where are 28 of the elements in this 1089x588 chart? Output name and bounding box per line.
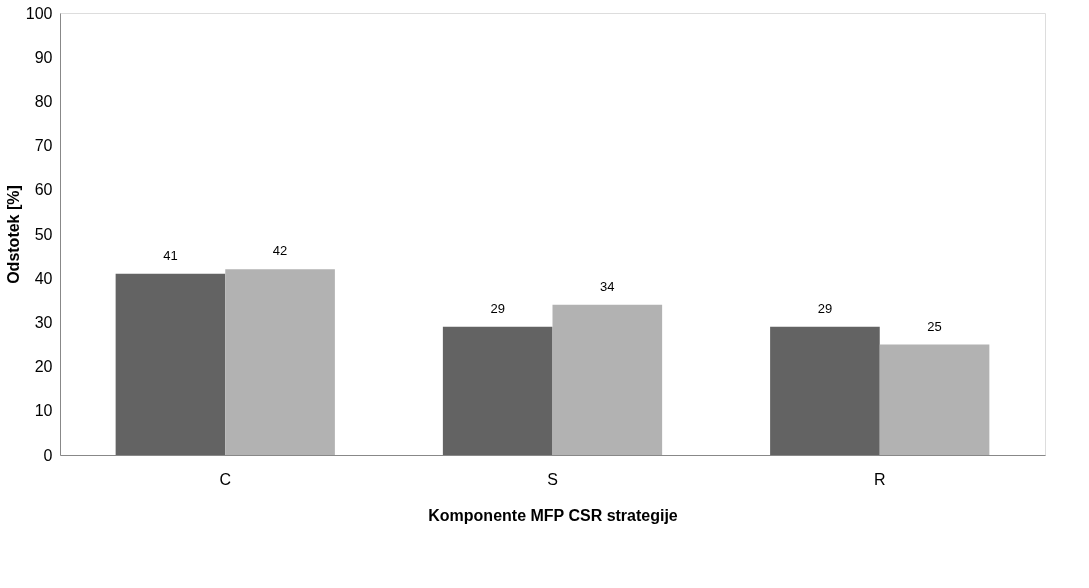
bar — [770, 326, 880, 455]
y-axis-title: Odstotek [%] — [4, 185, 22, 284]
data-label: 34 — [600, 278, 615, 294]
y-tick-label: 50 — [34, 225, 53, 243]
data-label: 29 — [490, 300, 505, 316]
x-axis-title: Komponente MFP CSR strategije — [428, 506, 678, 524]
bar — [879, 344, 990, 455]
y-tick-label: 30 — [34, 313, 53, 331]
data-label: 29 — [817, 300, 833, 316]
y-tick-label: 100 — [25, 4, 53, 22]
y-tick-label: 0 — [43, 446, 53, 464]
y-tick-label: 70 — [34, 137, 53, 155]
bar — [442, 326, 553, 455]
data-label: 41 — [163, 247, 178, 263]
x-tick-label: C — [219, 470, 232, 488]
y-tick-label: 90 — [34, 48, 53, 66]
data-label: 42 — [272, 243, 288, 259]
y-tick-label: 10 — [34, 402, 53, 420]
y-tick-label: 60 — [34, 181, 53, 199]
bar — [552, 304, 663, 455]
y-tick-label: 20 — [34, 358, 53, 376]
y-tick-label: 80 — [34, 92, 53, 110]
bar — [115, 273, 226, 455]
x-tick-label: S — [547, 470, 558, 488]
y-tick-label: 40 — [34, 269, 53, 287]
bar — [225, 269, 335, 455]
x-tick-label: R — [873, 470, 886, 488]
data-label: 25 — [927, 318, 942, 334]
